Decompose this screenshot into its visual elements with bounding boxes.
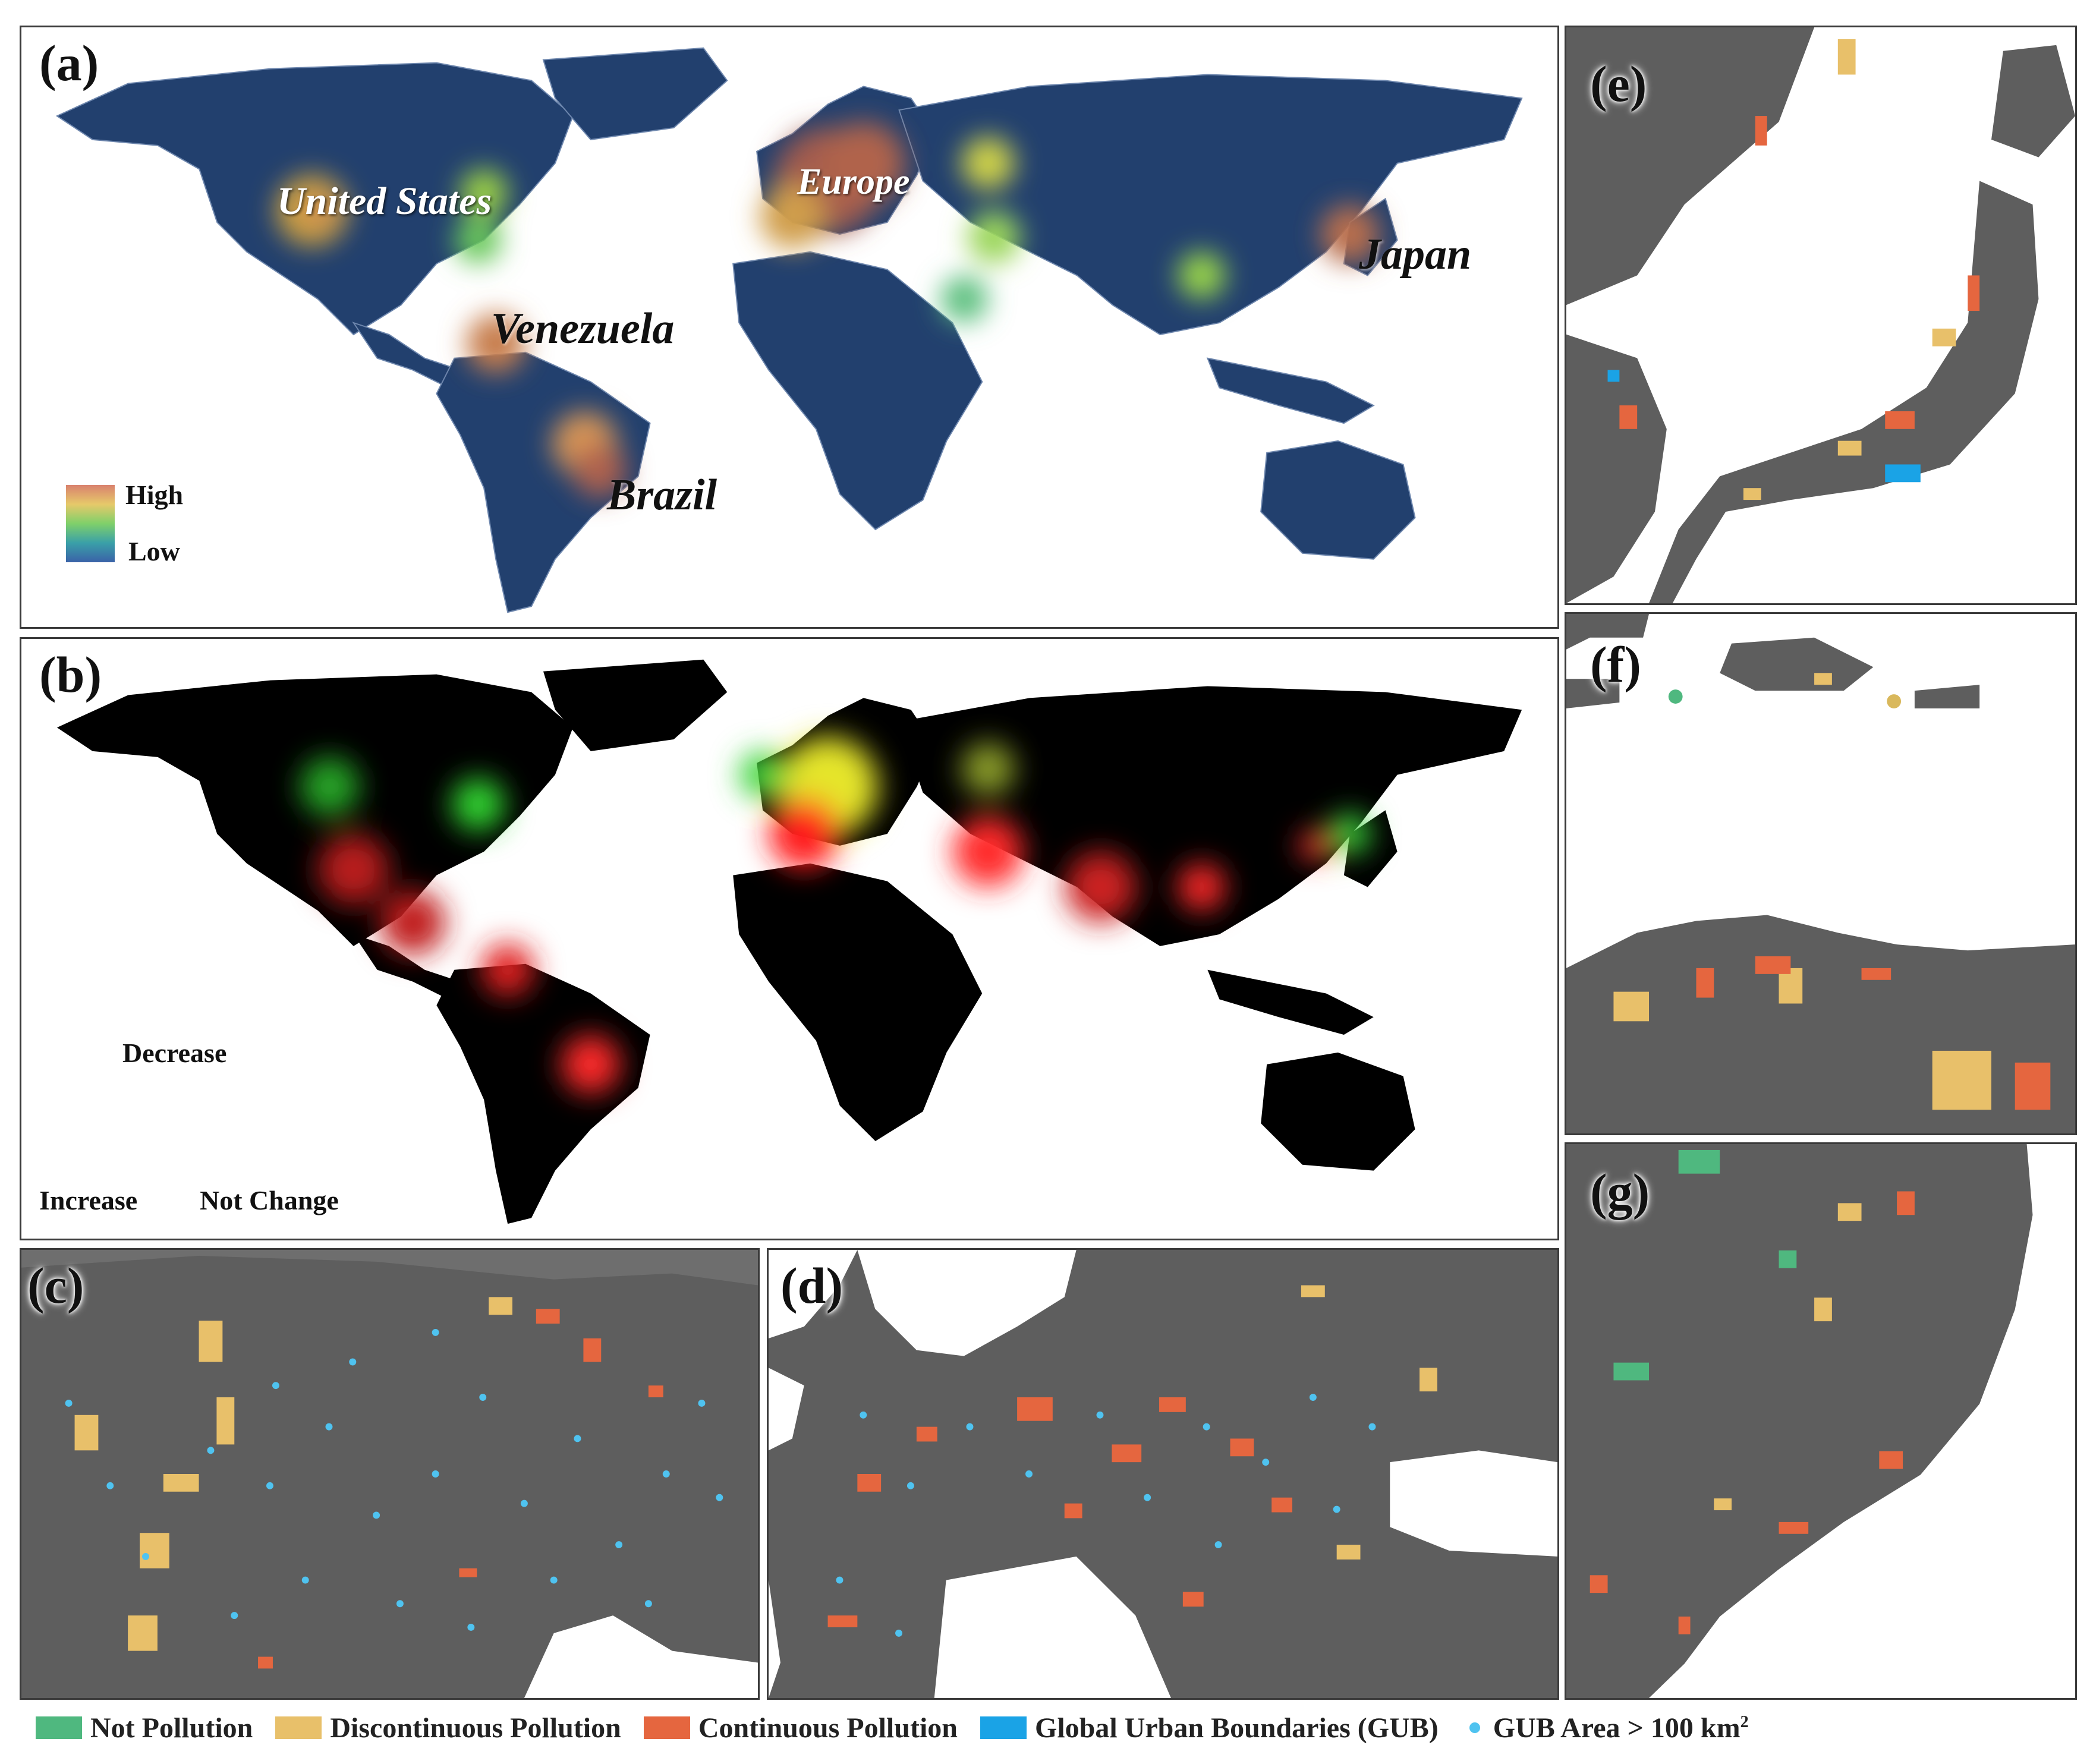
region-label-japan: Japan [1359, 230, 1472, 279]
pollution-hotspots [276, 122, 1380, 497]
gub-area-label: GUB Area > 100 km [1493, 1712, 1741, 1744]
continuous-pollution-swatch [643, 1716, 690, 1739]
ternary-decrease-label: Decrease [122, 1038, 227, 1068]
bottom-legend: Not Pollution Discontinuous Pollution Co… [36, 1701, 1771, 1754]
africa-landmass [732, 251, 983, 531]
panel-b-label: (b) [39, 646, 102, 703]
panel-a-label: (a) [39, 34, 99, 92]
region-label-united-states: United States [277, 179, 492, 223]
density-colorbar [66, 485, 115, 562]
gub-area-superscript: 2 [1740, 1712, 1749, 1731]
panel-c-label: (c) [27, 1257, 84, 1314]
world-change-map [56, 659, 1522, 1224]
panel-b-change-map: (b) Decrease Increase Not Change [20, 637, 1559, 1240]
legend-item-gub-area: GUB Area > 100 km2 [1461, 1712, 1749, 1744]
gub-dots [65, 1328, 723, 1631]
ternary-increase-label: Increase [39, 1185, 138, 1215]
panel-d-label: (d) [780, 1257, 844, 1314]
panel-g-label: (g) [1590, 1163, 1650, 1220]
panel-f-label: (f) [1590, 636, 1641, 693]
panel-g-brazil-map: (g) [1565, 1142, 2077, 1700]
gub-swatch [980, 1716, 1027, 1739]
discontinuous-pollution-swatch [275, 1716, 322, 1739]
ternary-not-change-label: Not Change [200, 1185, 339, 1215]
region-label-europe: Europe [797, 162, 910, 202]
legend-label: Discontinuous Pollution [330, 1712, 621, 1744]
world-hotspot-map [55, 47, 1523, 613]
panel-e-label: (e) [1590, 55, 1647, 112]
legend-label: GUB Area > 100 km2 [1493, 1712, 1749, 1744]
panel-e-japan-map: (e) [1565, 26, 2077, 605]
australia-landmass [1260, 440, 1416, 560]
panel-a-hotspot-map: (a) United States Europe Japan Venezuela… [20, 26, 1559, 629]
southeast-asia-islands [1206, 357, 1375, 424]
region-label-venezuela: Venezuela [491, 304, 675, 353]
not-pollution-swatch [36, 1716, 82, 1739]
gub-area-dot [1469, 1722, 1480, 1733]
greenland-landmass [542, 47, 728, 140]
change-hotspots [300, 736, 1371, 1094]
legend-label: Global Urban Boundaries (GUB) [1034, 1712, 1439, 1744]
legend-item-not-pollution: Not Pollution [36, 1712, 253, 1744]
panel-d-europe-map: (d) [767, 1248, 1559, 1700]
legend-label: Continuous Pollution [698, 1712, 958, 1744]
colorbar-high-label: High [125, 480, 184, 510]
panel-f-venezuela-map: (f) [1565, 612, 2077, 1135]
legend-item-continuous-pollution: Continuous Pollution [643, 1712, 958, 1744]
panel-c-usa-map: (c) [20, 1248, 760, 1700]
legend-item-discontinuous-pollution: Discontinuous Pollution [275, 1712, 621, 1744]
legend-item-gub: Global Urban Boundaries (GUB) [980, 1712, 1439, 1744]
colorbar-low-label: Low [128, 536, 180, 566]
asia-landmass [898, 74, 1523, 335]
legend-label: Not Pollution [90, 1712, 253, 1744]
region-label-brazil: Brazil [607, 471, 717, 519]
